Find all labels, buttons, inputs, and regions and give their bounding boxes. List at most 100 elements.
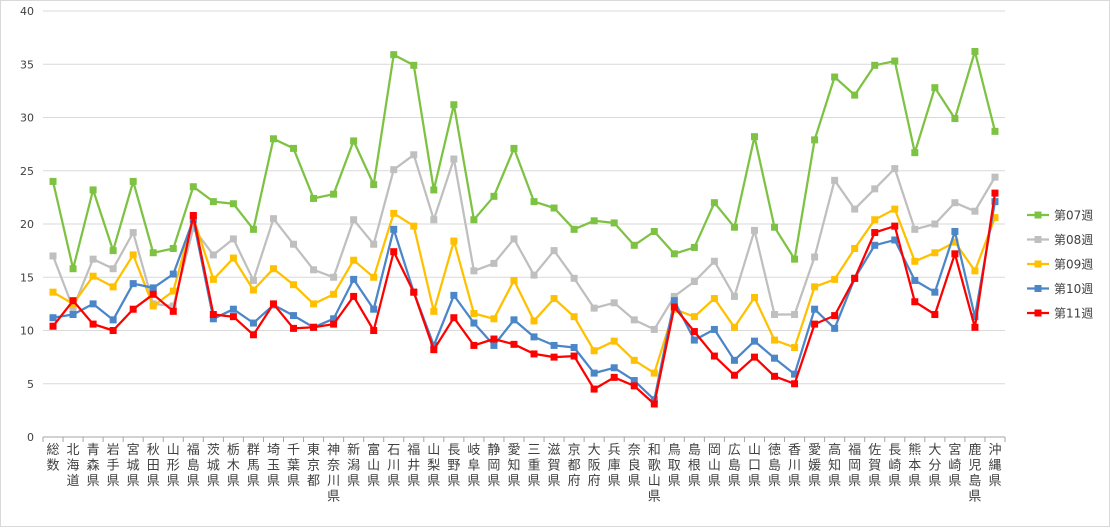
data-point <box>550 341 558 349</box>
data-point <box>330 273 338 281</box>
x-tick-label: 愛知県 <box>507 443 520 489</box>
x-tick-label: 長野県 <box>447 443 460 489</box>
data-point <box>370 240 378 248</box>
data-point <box>811 136 819 144</box>
legend-item: 第07週 <box>1027 209 1093 223</box>
legend-item: 第10週 <box>1027 282 1093 296</box>
data-point <box>510 276 518 284</box>
data-point <box>109 283 117 291</box>
x-tick-label: 鹿児島県 <box>968 442 981 505</box>
x-tick-label: 山梨県 <box>427 443 440 489</box>
data-point <box>550 353 558 361</box>
x-tick-label: 香川県 <box>788 443 801 489</box>
x-tick-label: 富山県 <box>367 442 380 489</box>
data-point <box>650 369 658 377</box>
data-point <box>149 249 157 257</box>
data-point <box>269 300 277 308</box>
data-point <box>710 352 718 360</box>
x-tick-label: 大阪府 <box>588 443 601 489</box>
x-tick-label: 熊本県 <box>908 442 921 489</box>
data-point <box>310 323 318 331</box>
data-point <box>650 325 658 333</box>
x-tick-label: 岡山県 <box>708 443 721 489</box>
data-point <box>430 186 438 194</box>
data-point <box>350 275 358 283</box>
series-2 <box>49 151 999 333</box>
data-point <box>730 223 738 231</box>
x-tick-label: 青森県 <box>87 443 100 489</box>
x-tick-label: 沖縄県 <box>988 443 1001 489</box>
data-point <box>570 225 578 233</box>
data-point <box>590 385 598 393</box>
data-point <box>530 317 538 325</box>
data-point <box>149 284 157 292</box>
data-point <box>911 149 919 157</box>
data-point <box>891 165 899 173</box>
data-point <box>109 327 117 334</box>
data-point <box>169 244 177 252</box>
series-lines <box>49 47 999 408</box>
data-point <box>730 292 738 300</box>
legend-swatch-marker <box>1034 236 1042 243</box>
data-point <box>791 370 799 378</box>
data-point <box>630 316 638 324</box>
x-tick-labels: 総数北海道青森県岩手県宮城県秋田県山形県福島県茨城県栃木県群馬県埼玉県千葉県東京… <box>47 442 1002 505</box>
data-point <box>610 337 618 345</box>
data-point <box>750 226 758 234</box>
data-point <box>771 311 779 319</box>
data-point <box>630 356 638 364</box>
data-point <box>350 216 358 224</box>
x-tick-label: 群馬県 <box>247 443 260 489</box>
data-point <box>871 229 879 237</box>
data-point <box>89 300 97 308</box>
x-tick-label: 山形県 <box>167 443 180 489</box>
data-point <box>750 293 758 301</box>
data-point <box>249 286 257 294</box>
data-point <box>891 205 899 213</box>
x-tick-label: 愛媛県 <box>808 443 821 489</box>
data-point <box>971 313 979 321</box>
data-point <box>390 248 398 256</box>
data-point <box>69 265 77 273</box>
data-point <box>791 255 799 263</box>
data-point <box>470 267 478 275</box>
x-tick-label: 新潟県 <box>347 442 360 489</box>
data-point <box>209 198 217 206</box>
data-point <box>269 215 277 223</box>
legend-label: 第11週 <box>1054 307 1093 321</box>
x-tick-label: 滋賀県 <box>548 443 561 489</box>
data-point <box>370 273 378 281</box>
data-point <box>550 295 558 303</box>
x-tick-label: 大分県 <box>928 443 941 489</box>
x-tick-label: 宮崎県 <box>948 442 961 489</box>
data-point <box>430 216 438 224</box>
x-tick-label: 和歌山県 <box>648 443 661 505</box>
data-point <box>891 236 899 244</box>
data-point <box>450 101 458 109</box>
data-point <box>169 287 177 295</box>
data-point <box>831 312 839 320</box>
data-point <box>891 57 899 65</box>
data-point <box>750 337 758 345</box>
data-point <box>730 371 738 379</box>
data-point <box>89 272 97 280</box>
x-tick-label: 山口県 <box>748 443 761 489</box>
data-point <box>49 177 57 185</box>
data-point <box>831 324 839 332</box>
data-point <box>169 307 177 315</box>
x-tick-label: 宮城県 <box>127 442 140 489</box>
data-point <box>811 283 819 291</box>
data-point <box>590 347 598 355</box>
data-point <box>129 251 137 259</box>
data-point <box>129 305 137 313</box>
data-point <box>610 364 618 372</box>
data-point <box>209 311 217 319</box>
data-point <box>891 222 899 230</box>
data-point <box>209 315 217 323</box>
data-point <box>49 322 57 330</box>
data-point <box>350 137 358 145</box>
data-point <box>570 274 578 282</box>
